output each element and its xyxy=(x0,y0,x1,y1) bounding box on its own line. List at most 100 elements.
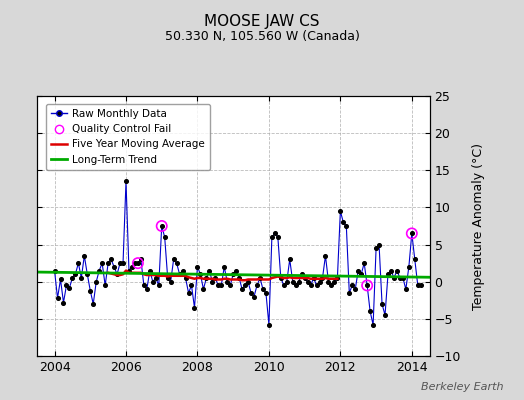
Point xyxy=(169,256,178,263)
Point xyxy=(238,286,246,292)
Point xyxy=(277,275,285,281)
Point xyxy=(101,282,110,289)
Point xyxy=(163,275,172,281)
Point xyxy=(149,278,157,285)
Point xyxy=(86,288,94,294)
Point xyxy=(172,260,181,266)
Point xyxy=(392,267,401,274)
Point xyxy=(134,260,142,266)
Point xyxy=(357,271,365,278)
Point xyxy=(187,282,195,289)
Point xyxy=(354,267,363,274)
Point xyxy=(294,278,303,285)
Point xyxy=(151,275,160,281)
Point xyxy=(333,275,342,281)
Point xyxy=(259,286,267,292)
Point xyxy=(250,293,258,300)
Point xyxy=(405,264,413,270)
Point xyxy=(66,284,74,291)
Point xyxy=(116,260,124,266)
Point xyxy=(208,278,216,285)
Point xyxy=(202,275,211,281)
Point xyxy=(417,282,425,289)
Point xyxy=(378,301,386,307)
Point xyxy=(68,275,77,281)
Point xyxy=(366,308,374,315)
Point xyxy=(268,234,276,240)
Text: Berkeley Earth: Berkeley Earth xyxy=(421,382,503,392)
Point xyxy=(387,267,395,274)
Point xyxy=(307,282,315,289)
Point xyxy=(119,260,127,266)
Point xyxy=(59,299,68,306)
Point xyxy=(190,304,199,311)
Point xyxy=(286,256,294,263)
Point xyxy=(372,245,380,252)
Point xyxy=(348,282,356,289)
Point xyxy=(327,282,335,289)
Point xyxy=(110,264,118,270)
Point xyxy=(363,282,372,289)
Point xyxy=(146,267,154,274)
Point xyxy=(77,275,85,281)
Point xyxy=(232,267,241,274)
Point xyxy=(80,252,89,259)
Point xyxy=(95,267,103,274)
Point xyxy=(381,312,389,318)
Point xyxy=(342,223,351,229)
Point xyxy=(62,282,71,289)
Point xyxy=(265,322,273,328)
Point xyxy=(375,241,383,248)
Text: MOOSE JAW CS: MOOSE JAW CS xyxy=(204,14,320,29)
Point xyxy=(211,275,220,281)
Point xyxy=(217,282,225,289)
Point xyxy=(223,278,232,285)
Point xyxy=(107,256,115,263)
Point xyxy=(113,271,121,278)
Point xyxy=(408,230,416,237)
Point xyxy=(143,286,151,292)
Point xyxy=(137,256,145,263)
Point xyxy=(303,278,312,285)
Point xyxy=(360,260,368,266)
Point xyxy=(241,282,249,289)
Point xyxy=(396,275,404,281)
Point xyxy=(244,278,252,285)
Point xyxy=(351,286,359,292)
Point xyxy=(199,286,208,292)
Point xyxy=(158,223,166,229)
Point xyxy=(214,282,223,289)
Point xyxy=(83,271,92,278)
Point xyxy=(298,271,306,278)
Point xyxy=(89,301,97,307)
Point xyxy=(274,234,282,240)
Point xyxy=(167,278,175,285)
Point xyxy=(184,290,193,296)
Point xyxy=(402,286,410,292)
Point xyxy=(309,275,318,281)
Point xyxy=(98,260,106,266)
Point xyxy=(140,282,148,289)
Point xyxy=(345,290,354,296)
Point xyxy=(262,290,270,296)
Point xyxy=(256,275,264,281)
Point xyxy=(339,219,347,226)
Point xyxy=(178,267,187,274)
Point xyxy=(330,278,339,285)
Point xyxy=(235,275,243,281)
Point xyxy=(408,230,416,237)
Point xyxy=(321,252,330,259)
Point xyxy=(363,282,372,289)
Point xyxy=(53,295,62,301)
Point xyxy=(384,271,392,278)
Point xyxy=(390,275,398,281)
Point xyxy=(247,290,255,296)
Point xyxy=(369,322,377,328)
Legend: Raw Monthly Data, Quality Control Fail, Five Year Moving Average, Long-Term Tren: Raw Monthly Data, Quality Control Fail, … xyxy=(46,104,210,170)
Point xyxy=(56,276,64,283)
Point xyxy=(399,275,407,281)
Point xyxy=(128,264,136,270)
Point xyxy=(220,264,228,270)
Point xyxy=(158,223,166,229)
Point xyxy=(253,282,261,289)
